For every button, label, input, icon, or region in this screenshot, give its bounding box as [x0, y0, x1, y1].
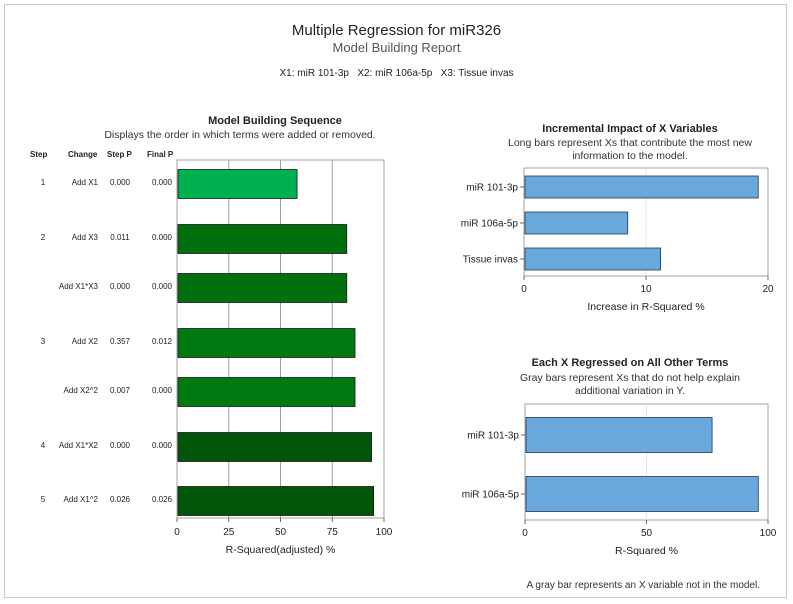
- final-p-cell: 0.000: [151, 233, 173, 242]
- step-cell: 2: [40, 233, 46, 242]
- column-header-step-p: Step P: [107, 150, 132, 159]
- change-cell: Add X2^2: [63, 386, 98, 395]
- impact-title: Incremental Impact of X Variables: [542, 123, 718, 135]
- step-p-cell: 0.007: [109, 386, 131, 395]
- sequence-title: Model Building Sequence: [208, 115, 342, 127]
- change-cell: Add X1^2: [63, 495, 98, 504]
- column-header-final-p: Final P: [147, 150, 174, 159]
- report-frame: [4, 4, 787, 598]
- impact-subtitle-line2: information to the model.: [572, 150, 688, 162]
- step-cell: 3: [40, 337, 46, 346]
- final-p-cell: 0.000: [151, 178, 173, 187]
- step-p-cell: 0.026: [109, 495, 131, 504]
- regressed-title: Each X Regressed on All Other Terms: [531, 357, 729, 369]
- final-p-cell: 0.000: [151, 282, 173, 291]
- step-p-cell: 0.000: [109, 178, 131, 187]
- change-cell: Add X3: [71, 233, 98, 242]
- step-p-cell: 0.357: [109, 337, 131, 346]
- change-cell: Add X1*X3: [58, 282, 98, 291]
- step-cell: 5: [40, 495, 46, 504]
- regressed-subtitle-line1: Gray bars represent Xs that do not help …: [519, 372, 741, 384]
- final-p-cell: 0.012: [151, 337, 173, 346]
- final-p-cell: 0.000: [151, 386, 173, 395]
- step-p-cell: 0.000: [109, 441, 131, 450]
- step-cell: 1: [40, 178, 46, 187]
- column-header-change: Change: [68, 150, 98, 159]
- footer-note: A gray bar represents an X variable not …: [526, 580, 760, 591]
- change-cell: Add X2: [71, 337, 98, 346]
- sequence-subtitle: Displays the order in which terms were a…: [104, 129, 376, 141]
- step-p-cell: 0.000: [109, 282, 131, 291]
- final-p-cell: 0.000: [151, 441, 173, 450]
- final-p-cell: 0.026: [151, 495, 173, 504]
- variable-legend: X1: miR 101-3p X2: miR 106a-5p X3: Tissu…: [279, 68, 514, 79]
- report-subtitle: Model Building Report: [332, 40, 461, 55]
- change-cell: Add X1: [71, 178, 98, 187]
- step-p-cell: 0.011: [110, 233, 130, 242]
- report-title: Multiple Regression for miR326: [291, 22, 502, 39]
- change-cell: Add X1*X2: [58, 441, 98, 450]
- regressed-subtitle-line2: additional variation in Y.: [575, 385, 685, 397]
- step-cell: 4: [40, 441, 46, 450]
- impact-subtitle-line1: Long bars represent Xs that contribute t…: [508, 137, 752, 149]
- column-header-step: Step: [30, 150, 48, 159]
